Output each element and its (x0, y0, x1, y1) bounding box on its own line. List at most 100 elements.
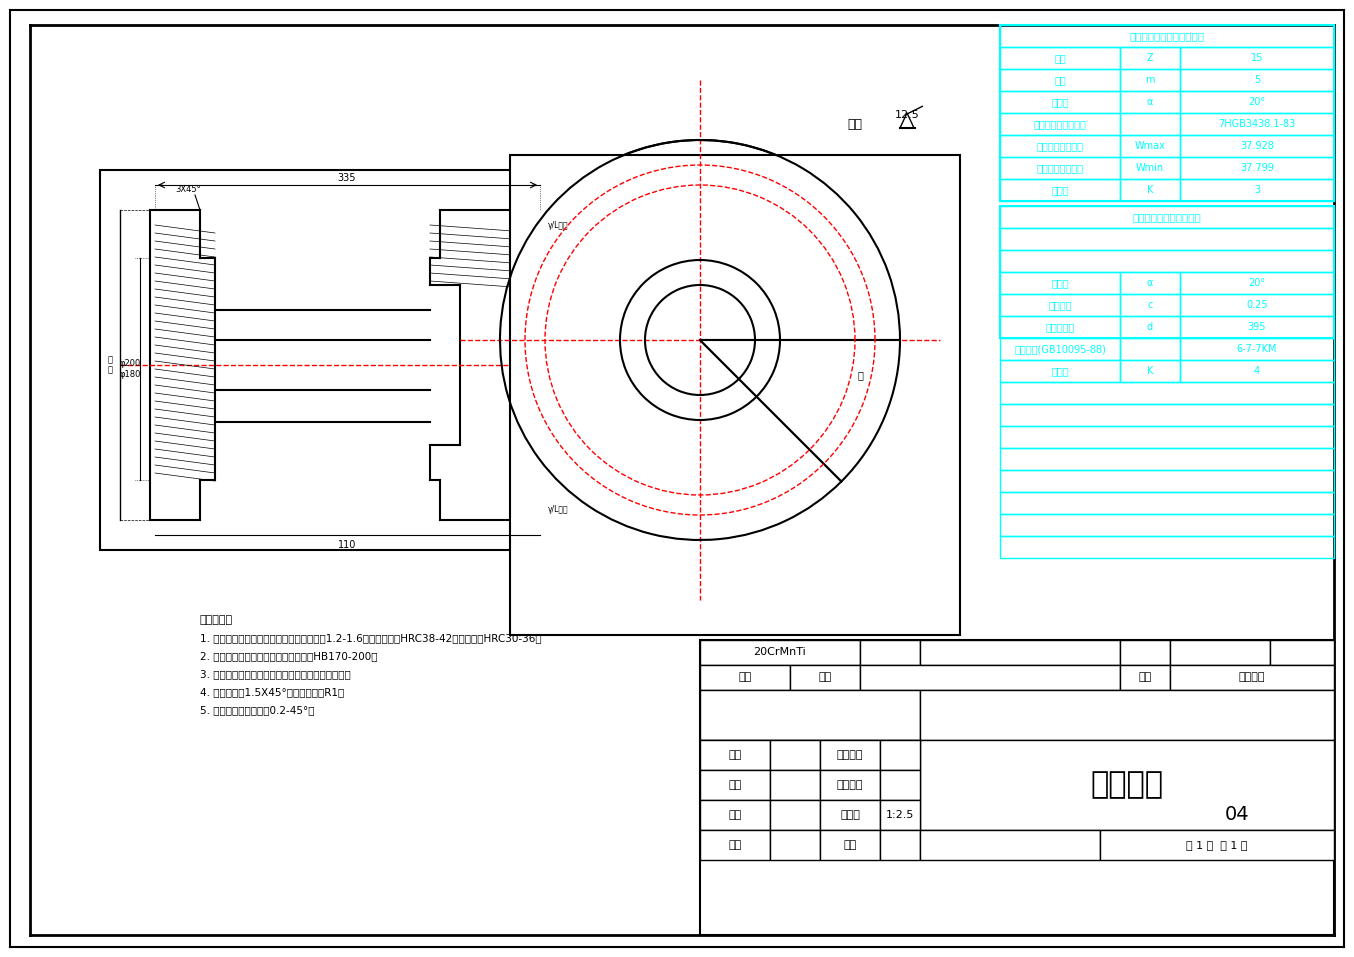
Bar (700, 830, 770, 860)
Bar (919, 740, 1334, 830)
Text: 审核: 审核 (728, 810, 742, 820)
Bar (770, 800, 821, 830)
Bar (880, 770, 919, 800)
Text: 制图: 制图 (844, 840, 857, 850)
Bar (1120, 69, 1179, 91)
Bar (510, 155, 960, 635)
Text: 模数: 模数 (1055, 75, 1066, 85)
Bar (860, 640, 919, 665)
Bar (880, 830, 919, 860)
Bar (700, 740, 770, 770)
Text: 材料: 材料 (738, 672, 751, 682)
Text: 共 1 页  第 1 页: 共 1 页 第 1 页 (1186, 840, 1248, 850)
Bar (1001, 382, 1334, 404)
Bar (1001, 206, 1334, 228)
Bar (1001, 272, 1120, 294)
Bar (1120, 179, 1179, 201)
Bar (1001, 514, 1334, 536)
Bar (700, 690, 919, 740)
Bar (1120, 135, 1179, 157)
Bar (1001, 135, 1120, 157)
Text: 6-7-7KM: 6-7-7KM (1236, 344, 1277, 354)
Bar (1001, 448, 1334, 470)
Bar (1001, 113, 1120, 135)
Text: 公差等级及配合类别: 公差等级及配合类别 (1033, 119, 1086, 129)
Text: φ200
φ180: φ200 φ180 (119, 359, 141, 379)
Bar (1179, 113, 1334, 135)
Bar (1001, 179, 1120, 201)
Bar (1179, 157, 1334, 179)
Text: 设计阶段: 设计阶段 (837, 780, 864, 790)
Bar (1001, 25, 1334, 201)
Bar (880, 740, 919, 770)
Bar (1001, 492, 1334, 514)
Text: Wmin: Wmin (1136, 163, 1164, 173)
Bar (770, 770, 821, 800)
Text: 37.928: 37.928 (1240, 141, 1274, 151)
Bar (1179, 316, 1334, 338)
Bar (1120, 640, 1170, 665)
Text: 技术要求：: 技术要求： (200, 615, 233, 625)
Bar (1001, 47, 1120, 69)
Bar (880, 800, 919, 830)
Text: 7HGB3438.1-83: 7HGB3438.1-83 (1219, 119, 1296, 129)
Bar (100, 170, 550, 550)
Bar (1001, 470, 1334, 492)
Text: γ/L限制: γ/L限制 (548, 505, 569, 515)
Text: 键: 键 (857, 370, 862, 380)
Text: Wmax: Wmax (1135, 141, 1166, 151)
Text: 齿数: 齿数 (1055, 53, 1066, 63)
Bar (919, 640, 1120, 665)
Bar (821, 800, 880, 830)
Bar (1001, 536, 1334, 558)
Text: m: m (1145, 75, 1155, 85)
Text: 20CrMnTi: 20CrMnTi (754, 647, 807, 657)
Bar (1001, 316, 1120, 338)
Bar (1001, 338, 1120, 360)
Text: 分度圆直径: 分度圆直径 (1045, 322, 1075, 332)
Bar (1001, 157, 1120, 179)
Text: α: α (1147, 278, 1154, 288)
Bar (1001, 404, 1334, 426)
Bar (1001, 250, 1334, 272)
Bar (1170, 665, 1334, 690)
Text: 精度等级(GB10095-88): 精度等级(GB10095-88) (1014, 344, 1106, 354)
Bar (789, 665, 860, 690)
Bar (1179, 179, 1334, 201)
Text: 110: 110 (337, 540, 356, 550)
Bar (700, 800, 770, 830)
Bar (700, 740, 919, 770)
Text: 2. 花键不硕火，正火后加工矫正，硬度HB170-200；: 2. 花键不硕火，正火后加工矫正，硬度HB170-200； (200, 651, 378, 661)
Bar (1001, 360, 1120, 382)
Bar (770, 830, 821, 860)
Bar (1120, 157, 1179, 179)
Text: γ/L限制: γ/L限制 (548, 220, 569, 230)
Text: 3X45°: 3X45° (175, 186, 200, 194)
Bar (700, 770, 770, 800)
Text: 比例尺: 比例尺 (839, 810, 860, 820)
Text: 公法弦长度最大値: 公法弦长度最大値 (1037, 141, 1083, 151)
Bar (1179, 91, 1334, 113)
Bar (1179, 47, 1334, 69)
Bar (1001, 206, 1334, 338)
Bar (821, 740, 880, 770)
Text: 395: 395 (1248, 322, 1266, 332)
Text: 15: 15 (1251, 53, 1263, 63)
Text: 总
长: 总 长 (108, 355, 112, 375)
Text: 跨齿数: 跨齿数 (1051, 366, 1068, 376)
Bar (1179, 69, 1334, 91)
Text: 压力角: 压力角 (1051, 97, 1068, 107)
Bar (1179, 294, 1334, 316)
Bar (1001, 91, 1120, 113)
Text: 4. 未注明倒角1.5X45°，尺寸剪屏角R1；: 4. 未注明倒角1.5X45°，尺寸剪屏角R1； (200, 687, 344, 697)
Text: 04: 04 (1224, 806, 1250, 825)
Text: c: c (1147, 300, 1152, 310)
Text: 跨齿数: 跨齿数 (1051, 185, 1068, 195)
Bar (1120, 294, 1179, 316)
Bar (1170, 640, 1270, 665)
Bar (1120, 47, 1179, 69)
Text: K: K (1147, 366, 1154, 376)
Bar (919, 830, 1099, 860)
Text: 335: 335 (337, 173, 356, 183)
Bar (1120, 272, 1179, 294)
